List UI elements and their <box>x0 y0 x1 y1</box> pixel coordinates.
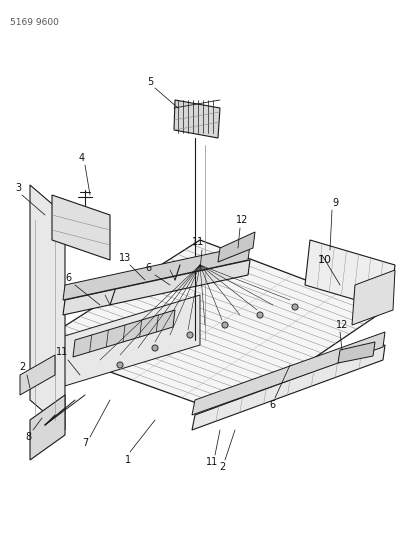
Circle shape <box>152 345 158 351</box>
Text: 11: 11 <box>206 457 218 467</box>
Polygon shape <box>192 332 385 415</box>
Circle shape <box>257 312 263 318</box>
Text: 9: 9 <box>332 198 338 208</box>
Text: 3: 3 <box>15 183 21 193</box>
Text: 6: 6 <box>269 400 275 410</box>
Polygon shape <box>63 245 250 300</box>
Text: 12: 12 <box>236 215 248 225</box>
Polygon shape <box>305 240 395 310</box>
Text: 6: 6 <box>65 273 71 283</box>
Text: 5: 5 <box>147 77 153 87</box>
Polygon shape <box>338 342 375 363</box>
Text: 8: 8 <box>25 432 31 442</box>
Text: 7: 7 <box>82 438 88 448</box>
Circle shape <box>292 304 298 310</box>
Polygon shape <box>20 355 55 395</box>
Polygon shape <box>218 232 255 262</box>
Text: 2: 2 <box>219 462 225 472</box>
Polygon shape <box>35 295 200 395</box>
Text: 11: 11 <box>192 237 204 247</box>
Polygon shape <box>63 260 250 315</box>
Circle shape <box>222 322 228 328</box>
Text: 2: 2 <box>19 362 25 372</box>
Text: 11: 11 <box>56 347 68 357</box>
Polygon shape <box>30 185 65 430</box>
Text: 1: 1 <box>125 455 131 465</box>
Polygon shape <box>174 100 220 138</box>
Polygon shape <box>352 270 395 325</box>
Text: 6: 6 <box>145 263 151 273</box>
Polygon shape <box>30 395 65 460</box>
Text: 13: 13 <box>119 253 131 263</box>
Text: 10: 10 <box>318 255 332 265</box>
Circle shape <box>117 362 123 368</box>
Polygon shape <box>35 240 385 415</box>
Polygon shape <box>192 345 385 430</box>
Text: 12: 12 <box>336 320 348 330</box>
Polygon shape <box>52 195 110 260</box>
Text: 5169 9600: 5169 9600 <box>10 18 59 27</box>
Text: 4: 4 <box>79 153 85 163</box>
Polygon shape <box>73 310 175 357</box>
Circle shape <box>187 332 193 338</box>
